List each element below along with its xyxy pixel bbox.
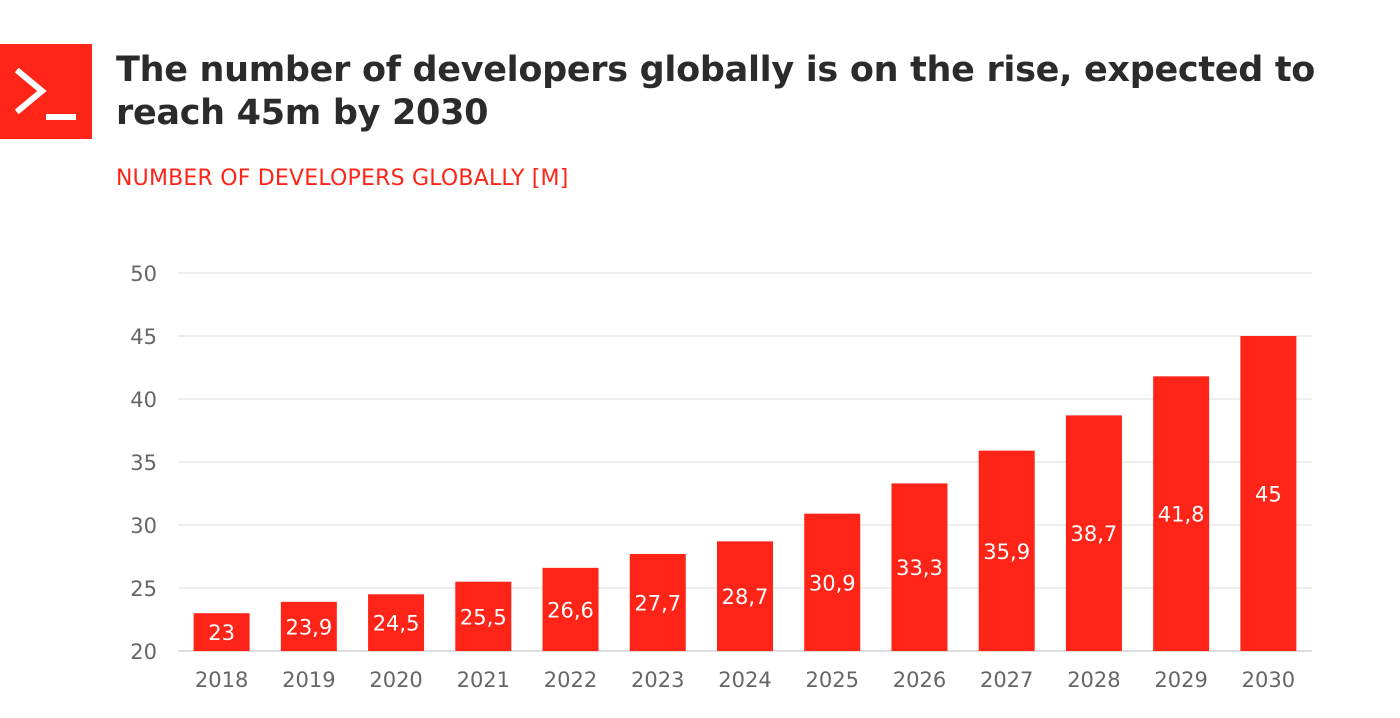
bar [1153,376,1210,651]
bar [978,450,1035,651]
y-axis-ticks: 20 25 30 35 40 45 50 [130,262,157,664]
x-tick-label: 2026 [893,668,946,692]
bar-value-label: 26,6 [547,598,594,622]
bar-value-label: 45 [1255,483,1282,507]
y-tick-label: 30 [130,514,157,538]
chart-subtitle: NUMBER OF DEVELOPERS GLOBALLY [M] [116,166,569,191]
bar [804,513,861,651]
bar-value-label: 23,9 [285,615,332,639]
terminal-prompt-icon [14,67,76,120]
x-tick-label: 2029 [1154,668,1207,692]
bar [455,581,512,651]
x-tick-label: 2019 [282,668,335,692]
x-tick-label: 2030 [1242,668,1295,692]
bars: 23 23,9 24,5 25,5 26,6 27,7 28,7 30,9 33,3 35,9 38… [193,336,1297,651]
bar-value-label: 41,8 [1158,503,1205,527]
bar [717,541,773,651]
x-tick-label: 2022 [544,668,597,692]
bar [368,594,425,651]
y-tick-label: 35 [130,451,157,475]
bar-value-label: 35,9 [983,540,1030,564]
x-tick-label: 2025 [806,668,859,692]
x-tick-label: 2023 [631,668,684,692]
x-tick-label: 2027 [980,668,1033,692]
bar [1240,336,1297,651]
bar-value-label: 25,5 [460,605,507,629]
page-title: The number of developers globally is on … [116,50,1316,133]
y-tick-label: 20 [130,640,157,664]
bar-value-label: 27,7 [634,591,681,615]
bar-value-label: 23 [208,621,235,645]
bar-value-label: 38,7 [1071,522,1118,546]
bar-value-label: 33,3 [896,556,943,580]
bar [629,553,686,651]
y-tick-label: 25 [130,577,157,601]
x-tick-label: 2020 [369,668,422,692]
bar [542,567,599,651]
bar [1065,415,1122,651]
y-tick-label: 45 [130,325,157,349]
x-tick-label: 2028 [1067,668,1120,692]
x-tick-label: 2018 [195,668,248,692]
bar [891,483,948,651]
bar [193,613,250,651]
y-tick-label: 50 [130,262,157,286]
bar-value-label: 28,7 [722,585,769,609]
x-tick-label: 2024 [718,668,771,692]
y-tick-label: 40 [130,388,157,412]
bar-value-label: 30,9 [809,571,856,595]
x-tick-label: 2021 [457,668,510,692]
brand-logo [0,44,92,139]
bar [280,601,337,651]
bar-value-label: 24,5 [373,612,420,636]
x-axis-ticks: 2018 2019 2020 2021 2022 2023 2024 2025 2026 2027… [195,668,1295,692]
